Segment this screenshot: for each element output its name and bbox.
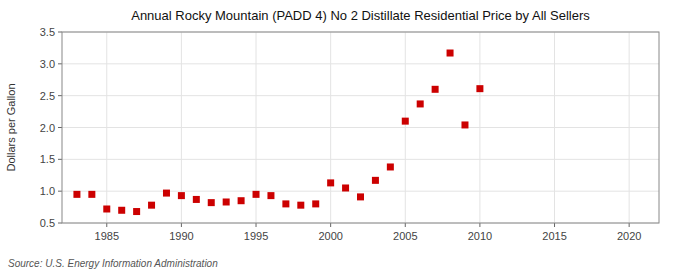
tick-x [181,223,182,227]
point [133,208,140,215]
tick-label-x: 1995 [244,230,268,242]
tick-label-x: 1990 [169,230,193,242]
grid-line-x [554,32,555,223]
point [193,196,200,203]
tick-label-x: 2000 [318,230,342,242]
point [372,177,379,184]
chart: 0.5 1.0 1.5 2.0 2.5 3.0 3.5 1985 1990 1995 2000 200… [0,0,675,275]
plot-frame [62,32,659,223]
tick-label-x: 1985 [95,230,119,242]
point [223,198,230,205]
tick-label-y: 0.5 [40,217,55,229]
point [312,200,319,207]
points [73,50,483,216]
point [432,86,439,93]
tick-x [554,223,555,227]
point [417,100,424,107]
point [208,199,215,206]
tick-label-y: 3.0 [40,58,55,70]
grid-line-y [62,159,659,160]
grid-line-x [106,32,107,223]
tick-y [58,63,62,64]
tick-label-y: 1.0 [40,185,55,197]
point [282,200,289,207]
point [357,193,364,200]
tick-label-y: 2.5 [40,90,55,102]
point [387,163,394,170]
tick-y [58,95,62,96]
annotation: Source: U.S. Energy Information Administ… [8,258,218,269]
tick-label-x: 2005 [393,230,417,242]
title: Annual Rocky Mountain (PADD 4) No 2 Dist… [131,8,590,23]
tick-x [330,223,331,227]
grid-line-y [62,127,659,128]
tick-label-x: 2010 [468,230,492,242]
tick-x [479,223,480,227]
grid [62,32,659,223]
point [163,190,170,197]
tick-y [58,159,62,160]
grid-line-x [330,32,331,223]
tick-label-y: 2.0 [40,122,55,134]
point [73,191,80,198]
point [88,191,95,198]
axes: 0.5 1.0 1.5 2.0 2.5 3.0 3.5 1985 1990 1995 2000 200… [40,26,659,242]
tick-label-x: 2015 [542,230,566,242]
grid-line-x [479,32,480,223]
point [342,184,349,191]
axis-label-y: Dollars per Gallon [5,83,17,171]
point [402,118,409,125]
point [253,191,260,198]
tick-y [58,223,62,224]
point [178,192,185,199]
tick-x [106,223,107,227]
tick-x [256,223,257,227]
point [297,202,304,209]
grid-line-y [62,95,659,96]
point [267,192,274,199]
point [148,202,155,209]
tick-x [405,223,406,227]
point [118,207,125,214]
grid-line-y [62,191,659,192]
point [447,50,454,57]
point [476,85,483,92]
tick-y [58,191,62,192]
tick-x [629,223,630,227]
tick-label-x: 2020 [617,230,641,242]
tick-y [58,32,62,33]
point [327,179,334,186]
tick-label-y: 1.5 [40,153,55,165]
grid-line-x [405,32,406,223]
grid-line-x [629,32,630,223]
tick-label-y: 3.5 [40,26,55,38]
tick-y [58,127,62,128]
point [103,205,110,212]
plot-area [62,32,659,223]
point [238,197,245,204]
grid-line-y [62,63,659,64]
point [461,121,468,128]
